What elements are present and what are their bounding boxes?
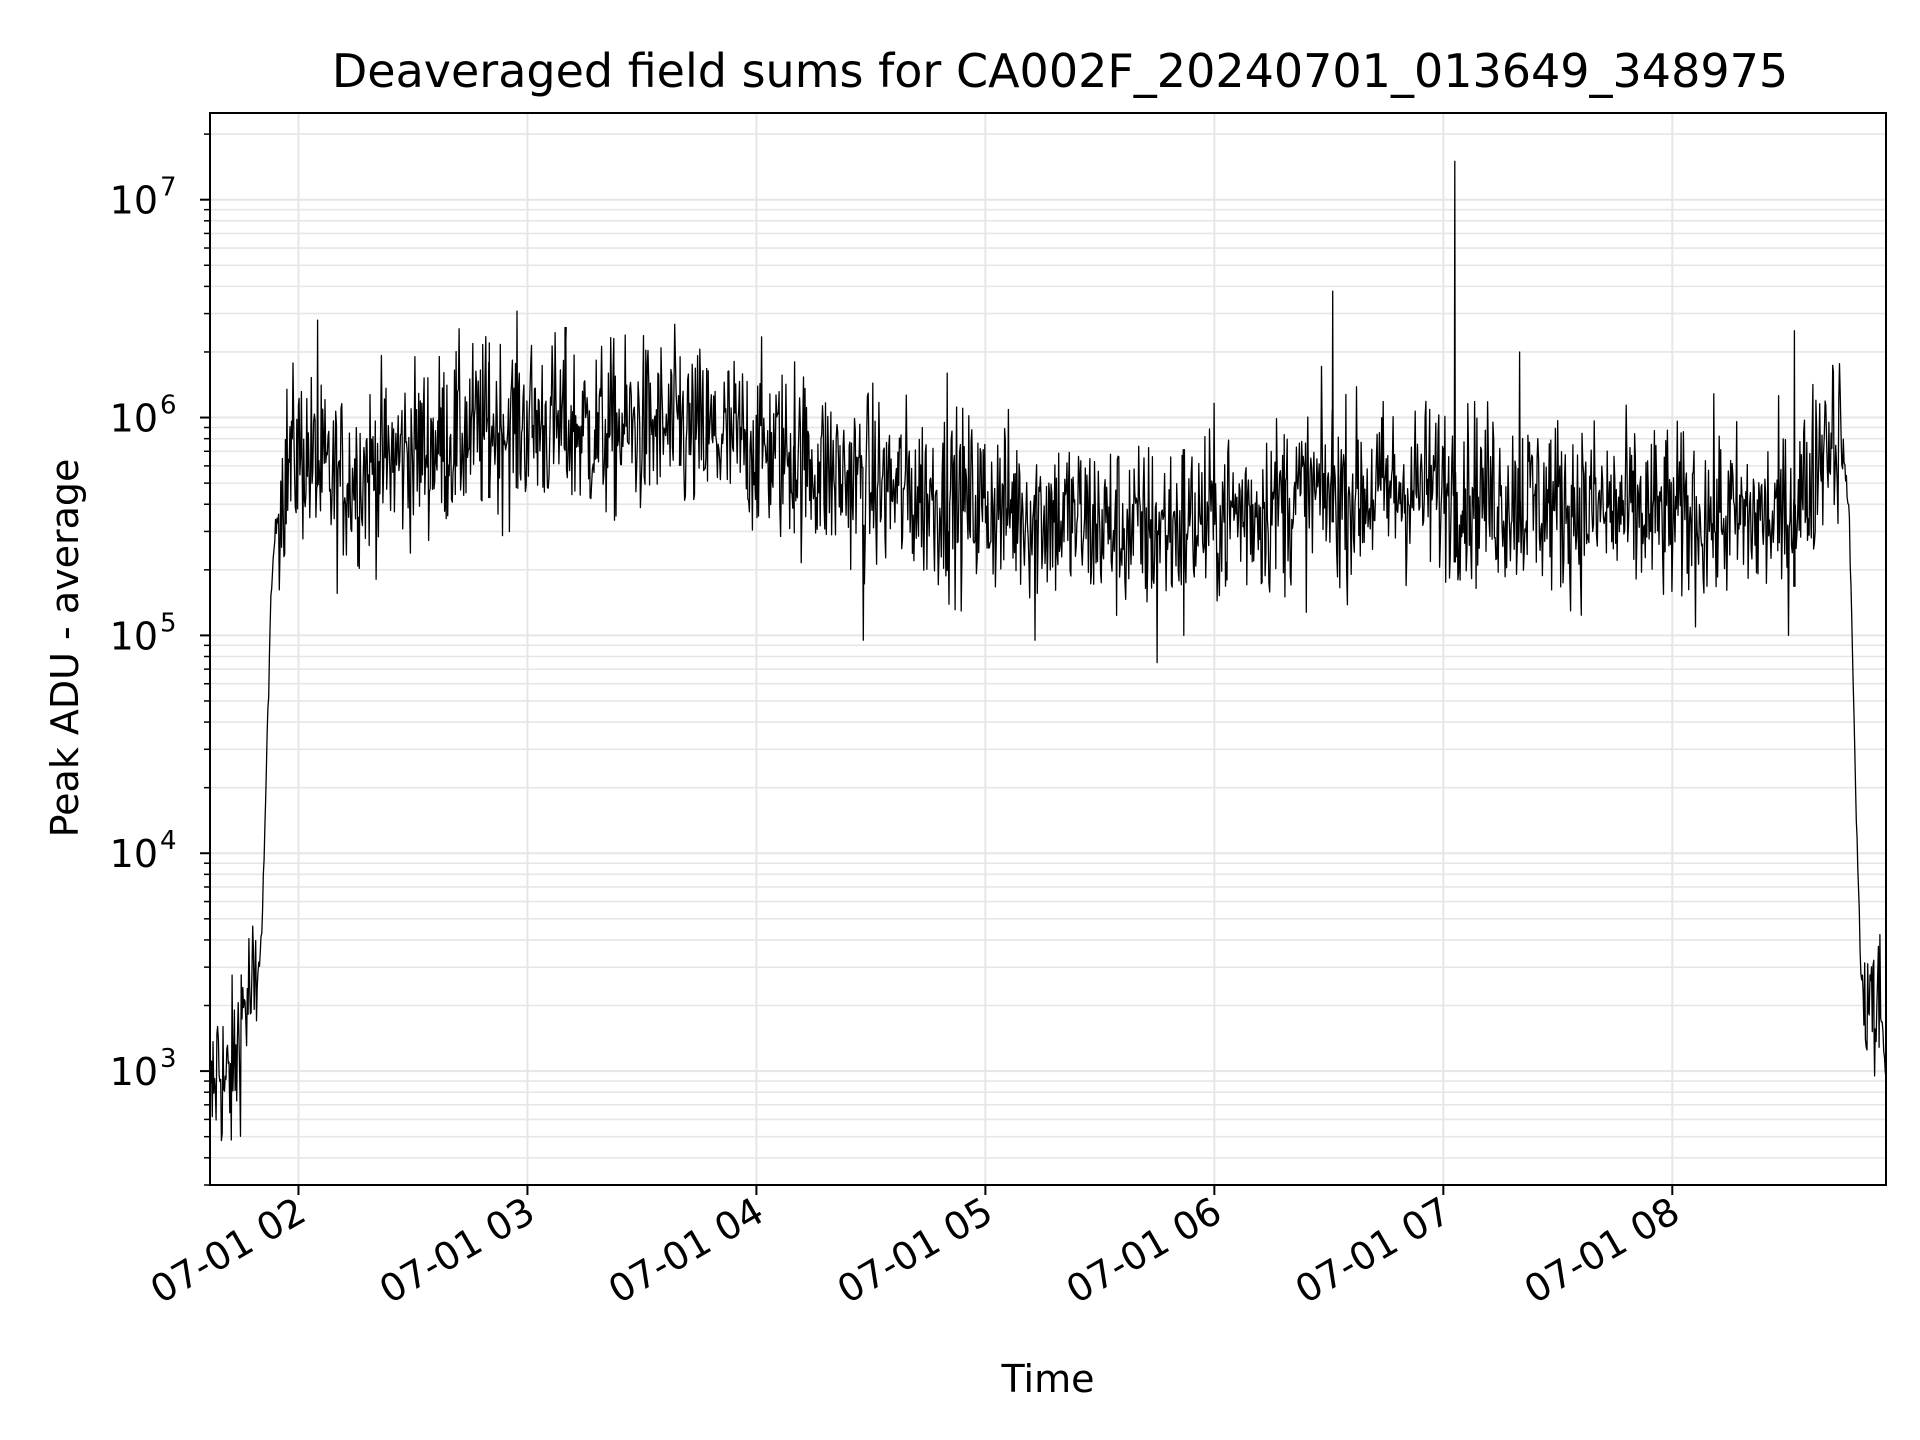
y-tick-label: 10 — [110, 832, 158, 876]
y-tick-exponent: 7 — [160, 173, 177, 203]
series-line — [209, 160, 1887, 1142]
x-axis-label: Time — [1001, 1357, 1095, 1401]
y-axis-label: Peak ADU - average — [43, 459, 87, 838]
y-tick-exponent: 3 — [160, 1044, 177, 1074]
y-tick-label: 10 — [110, 179, 158, 223]
y-tick-label: 10 — [110, 614, 158, 658]
y-tick-label: 10 — [110, 397, 158, 441]
y-tick-exponent: 6 — [160, 391, 177, 421]
y-tick-exponent: 5 — [160, 608, 177, 638]
plot-lines — [209, 160, 1887, 1142]
y-tick-exponent: 4 — [160, 826, 177, 856]
grid — [210, 113, 1886, 1186]
chart-title: Deaveraged field sums for CA002F_2024070… — [332, 44, 1788, 98]
plot-frame — [209, 112, 1887, 1186]
y-tick-label: 10 — [110, 1050, 158, 1094]
